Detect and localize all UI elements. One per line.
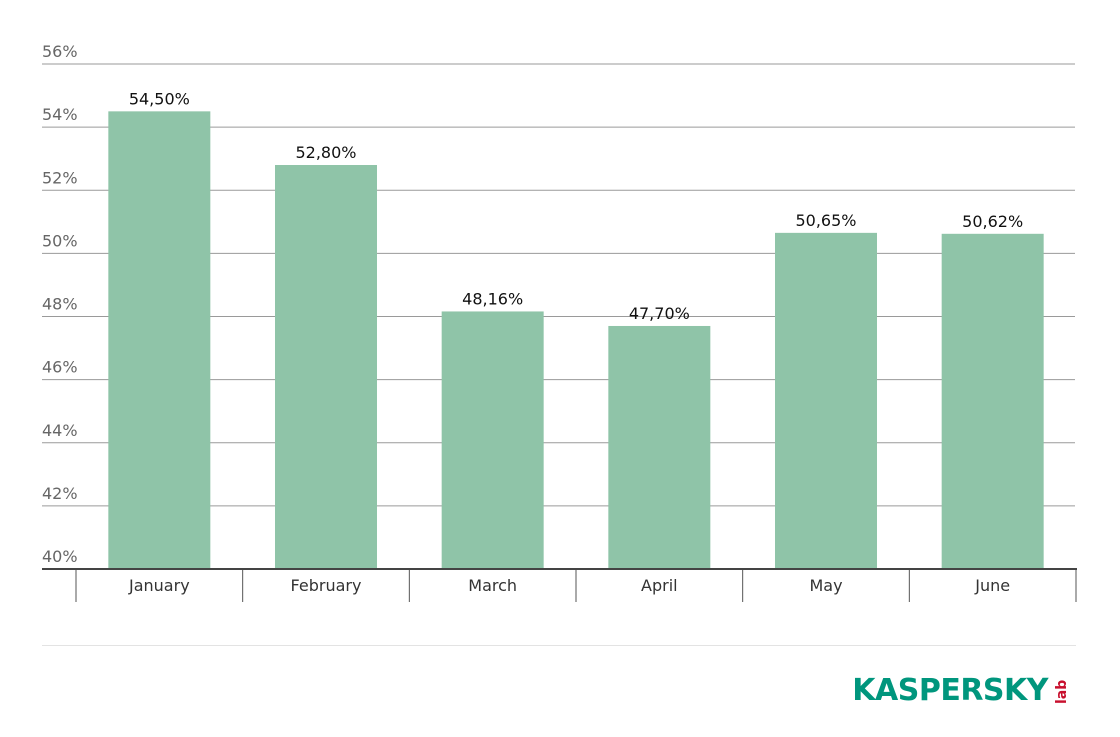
value-label: 50,65% [795, 211, 856, 230]
logo-suffix: lab [1054, 680, 1070, 704]
bar [275, 165, 377, 569]
y-tick-label: 40% [42, 547, 78, 566]
bar [441, 311, 544, 569]
y-tick-label: 52% [42, 168, 78, 187]
value-label: 47,70% [629, 304, 690, 323]
x-tick-label: March [468, 576, 517, 595]
x-tick-label: May [809, 576, 842, 595]
y-tick-label: 46% [42, 358, 78, 377]
y-tick-label: 44% [42, 421, 78, 440]
bar [608, 325, 711, 569]
y-tick-label: 54% [42, 105, 78, 124]
y-tick-label: 56% [42, 42, 78, 61]
x-tick-label: June [974, 576, 1010, 595]
y-tick-label: 50% [42, 231, 78, 250]
x-tick-label: February [291, 576, 362, 595]
logo-name: KASPERSKY [852, 673, 1050, 708]
value-label: 54,50% [129, 89, 190, 108]
bar [775, 232, 877, 569]
bar [941, 233, 1044, 569]
value-label: 48,16% [462, 289, 523, 308]
y-tick-label: 42% [42, 484, 78, 503]
y-tick-label: 48% [42, 295, 78, 314]
x-tick-label: January [128, 576, 190, 595]
bar [108, 111, 211, 569]
value-label: 50,62% [962, 212, 1023, 231]
value-label: 52,80% [295, 143, 356, 162]
x-tick-label: April [641, 576, 678, 595]
